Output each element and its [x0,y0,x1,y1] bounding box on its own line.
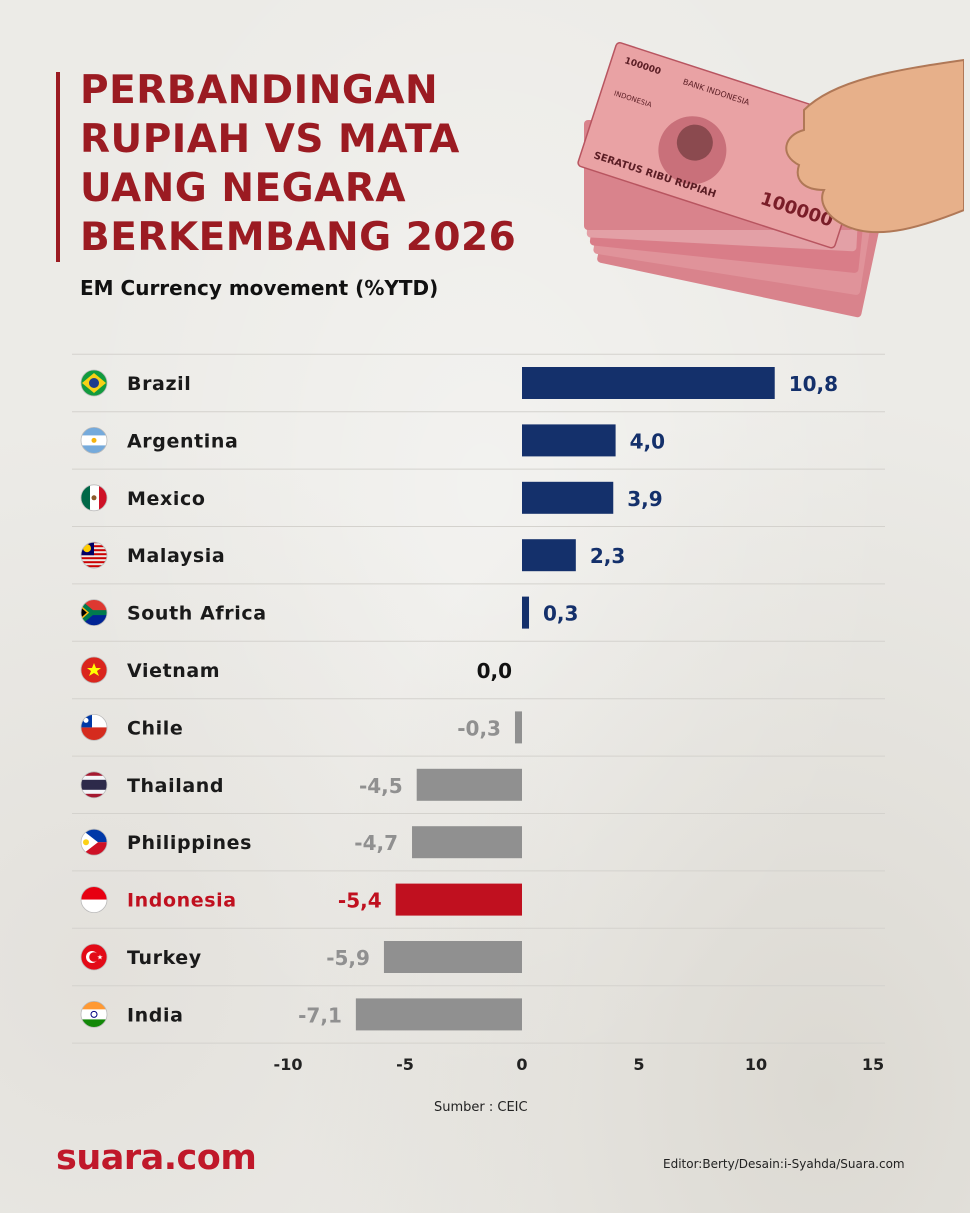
country-label: Argentina [127,430,238,452]
south-africa-flag [80,599,108,626]
vietnam-flag [80,656,108,684]
turkey-flag [80,943,108,971]
country-label: India [127,1004,184,1026]
mexico-flag [80,484,108,512]
x-tick-label: 0 [516,1055,527,1074]
value-label: -5,4 [338,889,382,913]
x-tick-label: 15 [862,1055,884,1074]
value-label: -7,1 [298,1003,342,1027]
value-label: 4,0 [630,429,665,453]
country-label: Malaysia [127,545,225,567]
x-tick-label: -10 [274,1055,303,1074]
country-label: Mexico [127,488,205,510]
country-label: South Africa [127,603,267,625]
banknote-stack [577,41,883,318]
bar [383,941,522,973]
brazil-flag [80,369,108,397]
country-label: Philippines [127,832,252,854]
value-label: 0,3 [543,602,578,626]
suara-logo: suara.com [56,1138,257,1178]
page-title: Perbandingan Rupiah vs Mata Uang Negara … [80,68,517,260]
hand-icon [785,58,964,234]
country-label: Indonesia [127,890,237,912]
grid-lines [72,353,885,1044]
country-label: Chile [127,717,183,739]
country-labels: Brazil Argentina Mexico Malaysia South Afric… [127,373,267,1026]
thailand-flag [80,771,108,799]
bar [522,424,616,457]
value-label: -5,9 [326,946,370,970]
value-labels: 10,8 4,0 3,9 2,3 0,3 0,0 -0,3 -4,5 -4,7 -5,4 -5,9 -… [298,372,838,1027]
value-label: 2,3 [590,544,625,568]
chile-flag [80,714,108,741]
chart-subtitle: EM Currency movement (%YTD) [80,276,439,300]
bar [355,998,522,1031]
philippines-flag [80,828,108,856]
flags-group [80,369,108,1028]
bar [416,768,522,801]
bar [522,481,614,514]
country-label: Vietnam [127,660,220,682]
bar [395,883,522,916]
value-label: 3,9 [627,487,662,511]
x-tick-label: -5 [396,1055,414,1074]
credit-line: Editor:Berty/Desain:i-Syahda/Suara.com [663,1157,905,1171]
x-tick-label: 10 [745,1055,767,1074]
x-tick-label: 5 [633,1055,644,1074]
country-label: Turkey [127,947,202,969]
country-label: Brazil [127,373,191,395]
india-flag [80,1001,108,1028]
value-label: -0,3 [457,716,501,740]
title-accent-rule [56,72,60,262]
value-label: 10,8 [789,372,838,396]
bar [522,367,775,399]
value-label: 0,0 [477,659,512,683]
malaysia-flag [80,541,108,569]
argentina-flag [80,426,108,454]
x-axis-ticks: -10 -5 0 5 10 15 [274,1055,885,1074]
bar [522,539,576,572]
bar [412,826,522,859]
country-label: Thailand [127,775,224,797]
value-label: -4,5 [359,774,403,798]
source-note: Sumber : CEIC [434,1100,528,1115]
indonesia-flag [80,886,108,913]
bars-group [355,367,775,1031]
bar [522,596,530,629]
banknotes-illustration: BANK INDONESIA 100000 INDONESIA SERATUS … [577,41,964,318]
bar [514,711,522,744]
value-label: -4,7 [354,831,398,855]
